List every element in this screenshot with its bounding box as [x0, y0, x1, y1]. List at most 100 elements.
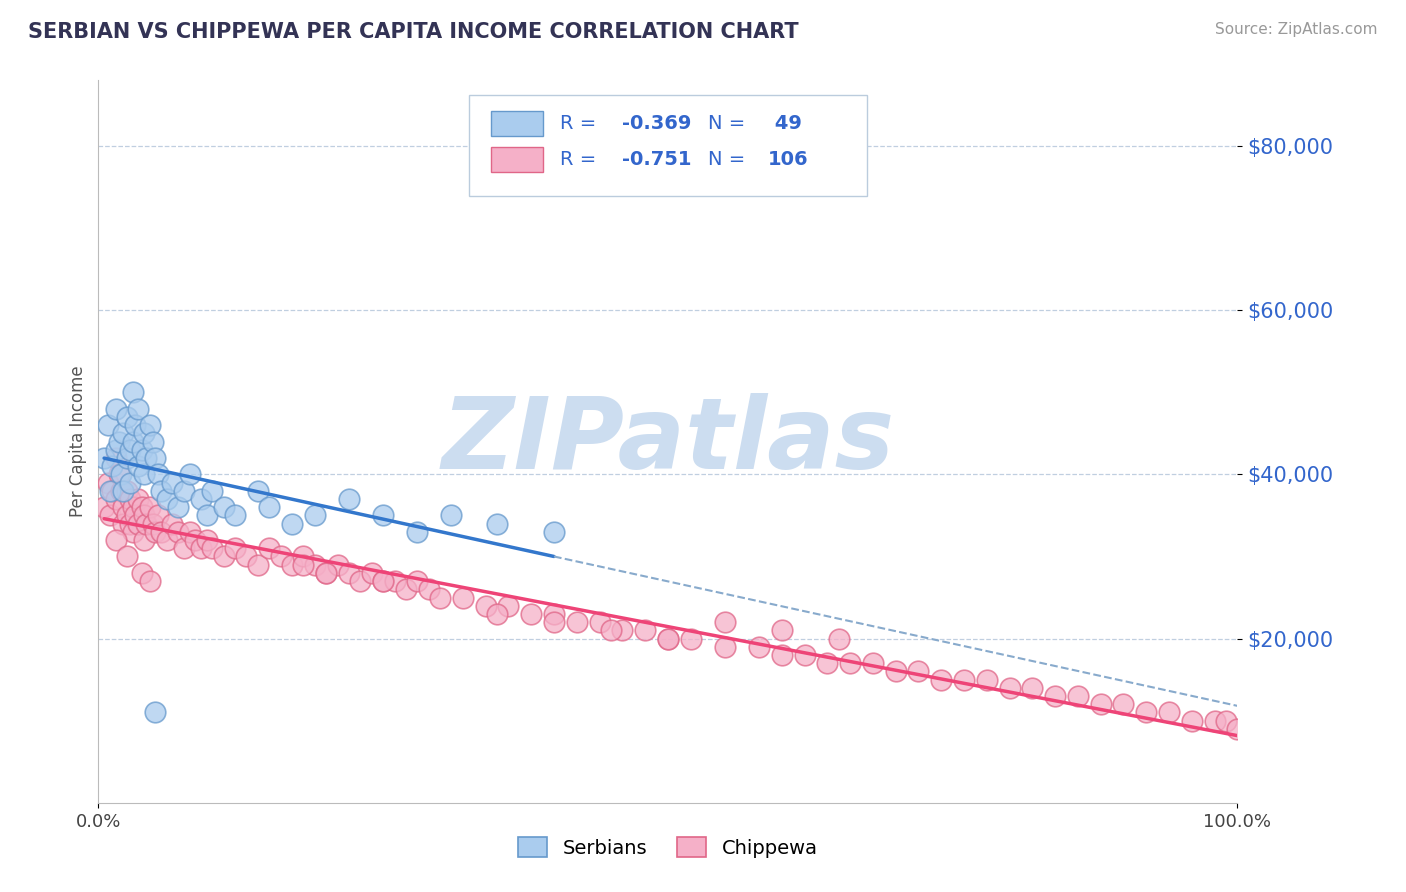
Point: [115, 508, 138, 523]
Point: [167, 500, 190, 515]
Point: [360, 566, 382, 580]
Point: [110, 483, 132, 498]
Point: [173, 483, 195, 498]
Point: [190, 491, 212, 506]
Point: [349, 574, 371, 588]
Point: [565, 615, 588, 630]
Text: Source: ZipAtlas.com: Source: ZipAtlas.com: [1215, 22, 1378, 37]
Point: [131, 500, 153, 515]
Point: [839, 657, 862, 671]
Point: [190, 541, 212, 556]
Point: [138, 574, 160, 588]
Point: [184, 533, 207, 547]
Point: [384, 574, 406, 588]
Point: [543, 607, 565, 621]
Point: [1067, 689, 1090, 703]
Point: [156, 491, 179, 506]
Point: [770, 624, 793, 638]
Point: [1157, 706, 1180, 720]
Point: [112, 516, 135, 531]
Point: [115, 450, 138, 465]
Point: [600, 624, 623, 638]
Point: [135, 450, 157, 465]
Point: [793, 648, 815, 662]
Point: [337, 491, 360, 506]
Point: [907, 665, 929, 679]
Point: [657, 632, 679, 646]
Point: [315, 566, 337, 580]
Point: [543, 524, 565, 539]
Point: [498, 599, 520, 613]
Text: -0.751: -0.751: [623, 150, 692, 169]
Point: [115, 409, 138, 424]
Point: [112, 426, 135, 441]
Point: [201, 541, 224, 556]
Point: [104, 401, 127, 416]
Point: [862, 657, 884, 671]
Point: [145, 524, 167, 539]
Point: [108, 467, 131, 482]
Point: [120, 442, 142, 457]
Point: [292, 549, 315, 564]
FancyBboxPatch shape: [468, 95, 868, 196]
Point: [135, 516, 157, 531]
Point: [179, 524, 201, 539]
Point: [131, 442, 153, 457]
Point: [110, 467, 132, 482]
Text: 106: 106: [768, 150, 808, 169]
Point: [173, 541, 195, 556]
Legend: Serbians, Chippewa: Serbians, Chippewa: [510, 830, 825, 865]
Point: [259, 500, 281, 515]
Point: [162, 475, 184, 490]
Point: [162, 516, 184, 531]
Point: [112, 500, 135, 515]
Point: [145, 450, 167, 465]
Point: [1021, 681, 1043, 695]
FancyBboxPatch shape: [491, 147, 543, 172]
Point: [124, 418, 146, 433]
Point: [259, 541, 281, 556]
Point: [212, 500, 235, 515]
Point: [115, 483, 138, 498]
Text: -0.369: -0.369: [623, 114, 692, 133]
Point: [104, 491, 127, 506]
Point: [337, 566, 360, 580]
Text: SERBIAN VS CHIPPEWA PER CAPITA INCOME CORRELATION CHART: SERBIAN VS CHIPPEWA PER CAPITA INCOME CO…: [28, 22, 799, 42]
Point: [270, 549, 292, 564]
Point: [1226, 722, 1249, 736]
Y-axis label: Per Capita Income: Per Capita Income: [69, 366, 87, 517]
Point: [195, 533, 218, 547]
Text: ZIPatlas: ZIPatlas: [441, 393, 894, 490]
Point: [115, 549, 138, 564]
Point: [1043, 689, 1066, 703]
Point: [281, 558, 304, 572]
Point: [246, 483, 269, 498]
Point: [120, 475, 142, 490]
Point: [146, 467, 169, 482]
Point: [127, 516, 149, 531]
Point: [292, 558, 315, 572]
Point: [150, 524, 173, 539]
Point: [679, 632, 702, 646]
Point: [146, 508, 169, 523]
Text: R =: R =: [560, 114, 602, 133]
Point: [101, 483, 124, 498]
Point: [138, 500, 160, 515]
Point: [1215, 714, 1237, 728]
Point: [998, 681, 1021, 695]
Point: [93, 500, 115, 515]
Point: [588, 615, 610, 630]
Point: [929, 673, 952, 687]
Point: [714, 640, 737, 654]
Point: [304, 508, 326, 523]
Point: [326, 558, 349, 572]
Point: [815, 657, 838, 671]
Point: [884, 665, 907, 679]
Point: [657, 632, 679, 646]
Point: [127, 459, 149, 474]
Point: [131, 566, 153, 580]
Point: [104, 450, 127, 465]
Point: [96, 418, 118, 433]
Point: [179, 467, 201, 482]
Point: [304, 558, 326, 572]
